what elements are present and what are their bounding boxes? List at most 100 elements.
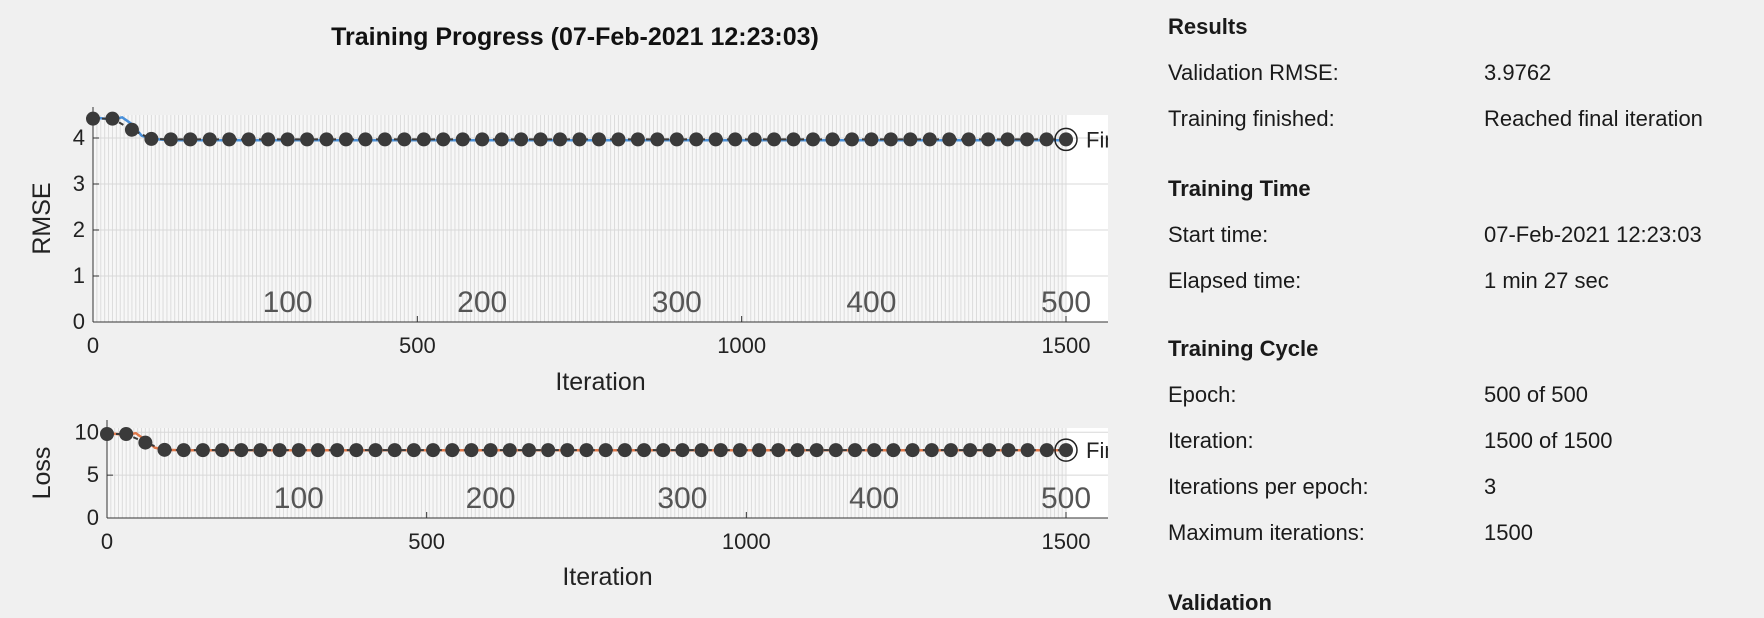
- validation-point: [202, 132, 217, 147]
- validation-point: [253, 443, 268, 458]
- validation-point: [300, 132, 315, 147]
- validation-point: [786, 132, 801, 147]
- epoch-tick-label: 100: [274, 482, 324, 515]
- plot-right-margin: [1066, 115, 1108, 322]
- training-finished-value: Reached final iteration: [1484, 106, 1703, 131]
- validation-rmse-value: 3.9762: [1484, 60, 1552, 85]
- validation-point: [747, 132, 762, 147]
- validation-point: [163, 132, 178, 147]
- validation-point: [732, 443, 747, 458]
- epoch-tick-label: 400: [846, 286, 896, 319]
- elapsed-time-value: 1 min 27 sec: [1484, 268, 1609, 293]
- training-plot-area: Training Progress (07-Feb-2021 12:23:03)…: [28, 23, 1130, 591]
- x-tick-label: 1500: [1042, 529, 1091, 554]
- validation-point: [611, 132, 626, 147]
- plot-right-margin: [1066, 428, 1108, 518]
- validation-point: [752, 443, 767, 458]
- validation-point: [368, 443, 383, 458]
- validation-point: [1020, 132, 1035, 147]
- validation-point: [1020, 443, 1035, 458]
- validation-point: [1001, 443, 1016, 458]
- validation-point: [426, 443, 441, 458]
- validation-point: [319, 132, 334, 147]
- validation-point: [790, 443, 805, 458]
- validation-point: [922, 132, 937, 147]
- epoch-label: Epoch:: [1168, 382, 1237, 407]
- validation-point: [338, 132, 353, 147]
- elapsed-time-label: Elapsed time:: [1168, 268, 1302, 293]
- validation-point: [844, 132, 859, 147]
- validation-point: [183, 132, 198, 147]
- max-iterations-value: 1500: [1484, 520, 1533, 545]
- validation-point: [483, 443, 498, 458]
- validation-point: [982, 443, 997, 458]
- validation-point: [694, 443, 709, 458]
- x-tick-label: 500: [408, 529, 445, 554]
- epoch-tick-label: 100: [263, 286, 313, 319]
- validation-point: [541, 443, 556, 458]
- validation-point: [650, 132, 665, 147]
- validation-point: [1059, 132, 1073, 147]
- validation-point: [416, 132, 431, 147]
- validation-point: [848, 443, 863, 458]
- validation-point: [669, 132, 684, 147]
- validation-point: [349, 443, 364, 458]
- x-tick-label: 1000: [722, 529, 771, 554]
- y-tick-label: 0: [73, 309, 85, 334]
- epoch-tick-label: 400: [849, 482, 899, 515]
- validation-point: [864, 132, 879, 147]
- validation-point: [867, 443, 882, 458]
- start-time-label: Start time:: [1168, 222, 1269, 247]
- x-tick-label: 1000: [717, 333, 766, 358]
- validation-point: [675, 443, 690, 458]
- y-tick-label: 2: [73, 217, 85, 242]
- final-marker-ring: [1054, 438, 1078, 462]
- validation-point: [637, 443, 652, 458]
- epoch-value: 500 of 500: [1484, 382, 1588, 407]
- validation-title: Validation: [1168, 590, 1272, 615]
- validation-point: [272, 443, 287, 458]
- x-tick-label: 0: [87, 333, 99, 358]
- x-tick-label: 0: [101, 529, 113, 554]
- validation-point: [1039, 443, 1054, 458]
- validation-point: [553, 132, 568, 147]
- validation-point: [261, 132, 276, 147]
- rmse-chart: 100 200 300 400 500 0 1 2 3 4 0 500 1000 1500 Iteratio…: [28, 107, 1130, 396]
- validation-point: [560, 443, 575, 458]
- validation-point: [222, 132, 237, 147]
- validation-point: [806, 132, 821, 147]
- validation-point: [124, 122, 139, 137]
- final-marker-ring: [1054, 127, 1078, 152]
- validation-point: [280, 132, 295, 147]
- epoch-grid: [92, 115, 1067, 322]
- y-axis-label: Loss: [28, 447, 56, 500]
- epoch-tick-label: 200: [466, 482, 516, 515]
- validation-point: [514, 132, 529, 147]
- plot-title: Training Progress (07-Feb-2021 12:23:03): [331, 23, 819, 51]
- validation-point: [630, 132, 645, 147]
- results-title: Results: [1168, 14, 1248, 39]
- validation-point: [455, 132, 470, 147]
- validation-point: [771, 443, 786, 458]
- validation-point: [708, 132, 723, 147]
- validation-point: [241, 132, 256, 147]
- validation-point: [617, 443, 632, 458]
- x-tick-label: 500: [399, 333, 436, 358]
- y-tick-label: 3: [73, 171, 85, 196]
- epoch-tick-label: 200: [457, 286, 507, 319]
- validation-point: [883, 132, 898, 147]
- validation-point: [502, 443, 517, 458]
- y-tick-label: 4: [73, 125, 85, 150]
- validation-point: [886, 443, 901, 458]
- validation-point: [579, 443, 594, 458]
- validation-point: [1059, 443, 1073, 458]
- validation-point: [464, 443, 479, 458]
- validation-point: [157, 442, 172, 457]
- validation-point: [963, 443, 978, 458]
- validation-point: [713, 443, 728, 458]
- max-iterations-label: Maximum iterations:: [1168, 520, 1365, 545]
- validation-point: [119, 427, 134, 441]
- y-tick-label: 10: [75, 419, 99, 444]
- epoch-tick-label: 500: [1041, 286, 1091, 319]
